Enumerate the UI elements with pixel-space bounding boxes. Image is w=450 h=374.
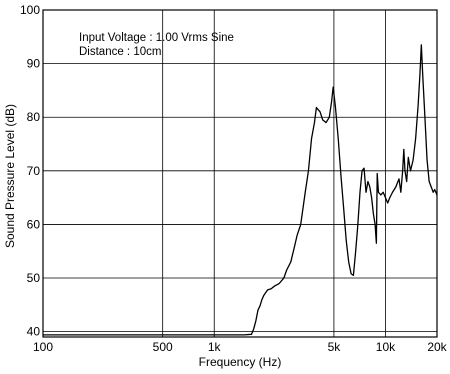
y-tick-label: 70 [27, 164, 41, 178]
y-tick-label: 100 [20, 3, 40, 17]
y-tick-label: 50 [27, 271, 41, 285]
x-tick-label: 5k [328, 340, 342, 354]
x-tick-label: 10k [376, 340, 396, 354]
y-axis-label: Sound Pressure Level (dB) [3, 104, 17, 248]
plot-frame [42, 9, 438, 338]
grid-lines [42, 9, 438, 337]
y-tick-label: 80 [27, 110, 41, 124]
y-tick-labels: 40 50 60 70 80 90 100 [20, 3, 40, 339]
x-tick-label: 500 [153, 340, 173, 354]
x-axis-label: Frequency (Hz) [199, 355, 282, 369]
spl-response-curve [43, 44, 438, 336]
x-tick-label: 20k [427, 340, 447, 354]
annotation-input-voltage: Input Voltage : 1.00 Vrms Sine [79, 32, 234, 44]
y-tick-label: 90 [27, 57, 41, 71]
y-tick-label: 60 [27, 217, 41, 231]
x-tick-label: 100 [33, 340, 53, 354]
y-tick-label: 40 [27, 325, 41, 339]
x-tick-labels: 100 500 1k 5k 10k 20k [33, 340, 448, 354]
annotation-distance: Distance : 10cm [79, 46, 161, 58]
x-tick-label: 1k [208, 340, 222, 354]
